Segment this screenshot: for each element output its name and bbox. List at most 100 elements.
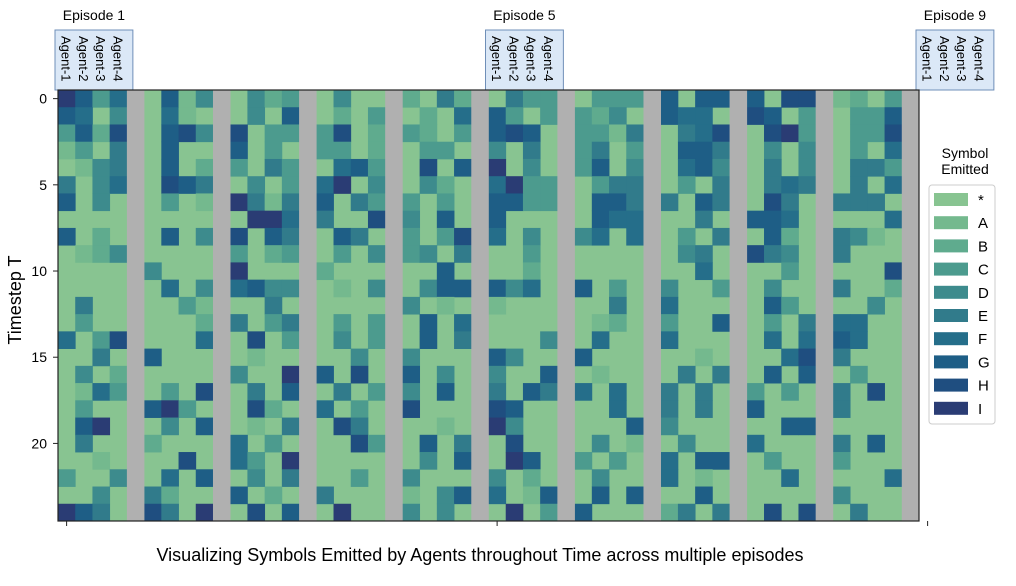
heatmap-cell: [230, 158, 248, 177]
heatmap-cell: [832, 314, 851, 332]
heatmap-cell: [367, 279, 386, 298]
heatmap-cell: [367, 124, 386, 143]
heatmap-cell: [695, 210, 713, 229]
episode-separators: [126, 90, 920, 521]
heatmap-cell: [92, 158, 111, 177]
legend-swatch: [934, 193, 968, 206]
heatmap-cell: [574, 383, 593, 401]
heatmap-cell: [695, 141, 713, 160]
heatmap-cell: [540, 486, 558, 505]
heatmap-cell: [230, 314, 248, 332]
heatmap-cell: [764, 452, 782, 470]
heatmap-cell: [350, 434, 369, 453]
legend-label: E: [978, 308, 988, 325]
heatmap-cell: [402, 348, 421, 367]
heatmap-cell: [58, 90, 76, 108]
heatmap-cell: [591, 193, 610, 212]
legend-label: B: [978, 238, 988, 255]
heatmap-cell: [574, 503, 593, 522]
heatmap-cell: [436, 296, 455, 315]
heatmap-cell: [574, 141, 593, 160]
heatmap-cell: [505, 90, 524, 108]
heatmap-cell: [419, 331, 438, 349]
heatmap-cell: [660, 417, 679, 436]
heatmap-cell: [712, 279, 730, 298]
heatmap-cell: [798, 331, 817, 349]
heatmap-cell: [522, 176, 541, 194]
heatmap-cell: [660, 469, 679, 487]
heatmap-cell: [746, 400, 765, 418]
heatmap-cell: [402, 383, 421, 401]
heatmap-cell: [109, 158, 128, 177]
heatmap-cell: [144, 348, 162, 367]
heatmap-cell: [264, 296, 283, 315]
agent-label: Agent-2: [937, 36, 952, 82]
heatmap-cell: [832, 279, 851, 298]
heatmap-cell: [281, 245, 300, 263]
heatmap-cell: [522, 469, 541, 487]
agent-label: Agent-3: [93, 36, 108, 82]
heatmap-cell: [92, 245, 111, 263]
y-axis: 0 5 10 15 20: [31, 91, 58, 451]
heatmap-cell: [161, 417, 179, 436]
heatmap-cell: [264, 124, 283, 143]
heatmap-cell: [591, 90, 610, 108]
heatmap-cell: [161, 486, 179, 505]
heatmap-cell: [454, 107, 472, 125]
heatmap-cell: [402, 296, 421, 315]
heatmap-cell: [591, 469, 610, 487]
heatmap-cell: [402, 90, 421, 108]
heatmap-cell: [195, 296, 214, 315]
heatmap-cell: [488, 348, 507, 367]
heatmap-cell: [281, 124, 300, 143]
heatmap-cell: [454, 279, 472, 298]
heatmap-cell: [677, 176, 696, 194]
heatmap-cell: [764, 296, 782, 315]
heatmap-cell: [264, 141, 283, 160]
heatmap-cell: [316, 176, 334, 194]
agent-label: Agent-1: [920, 36, 935, 82]
heatmap-cell: [350, 227, 369, 246]
heatmap-cell: [161, 279, 179, 298]
heatmap-cell: [798, 417, 817, 436]
heatmap-cell: [781, 348, 799, 367]
heatmap-cell: [161, 124, 179, 143]
heatmap-cell: [591, 124, 610, 143]
heatmap-cell: [350, 365, 369, 384]
heatmap-cell: [92, 452, 111, 470]
heatmap-cell: [419, 124, 438, 143]
heatmap-cell: [867, 107, 885, 125]
heatmap-cell: [764, 158, 782, 177]
legend-title-line2: Emitted: [941, 161, 988, 177]
heatmap-cell: [660, 314, 679, 332]
heatmap-cell: [144, 400, 162, 418]
heatmap-cell: [367, 141, 386, 160]
heatmap-cell: [436, 193, 455, 212]
heatmap-cell: [230, 124, 248, 143]
heatmap-cell: [367, 193, 386, 212]
heatmap-cell: [264, 400, 283, 418]
heatmap-cell: [454, 486, 472, 505]
heatmap-cell: [781, 245, 799, 263]
heatmap-cell: [281, 417, 300, 436]
heatmap-cell: [264, 158, 283, 177]
heatmap-cell: [333, 331, 352, 349]
heatmap-cell: [109, 176, 128, 194]
heatmap-cell: [712, 141, 730, 160]
heatmap-cell: [677, 227, 696, 246]
heatmap-cell: [884, 262, 903, 281]
heatmap-cell: [488, 383, 507, 401]
heatmap-cell: [178, 107, 197, 125]
heatmap-cell: [591, 486, 610, 505]
heatmap-cell: [454, 124, 472, 143]
heatmap-cell: [781, 90, 799, 108]
agent-label: Agent-4: [541, 36, 556, 82]
heatmap-cell: [281, 210, 300, 229]
plot-frame: [57, 89, 920, 522]
heatmap-cell: [109, 383, 128, 401]
heatmap-cell: [178, 400, 197, 418]
heatmap-cell: [195, 417, 214, 436]
heatmap-cell: [522, 90, 541, 108]
episode-separator: [212, 90, 231, 521]
heatmap-cell: [832, 383, 851, 401]
